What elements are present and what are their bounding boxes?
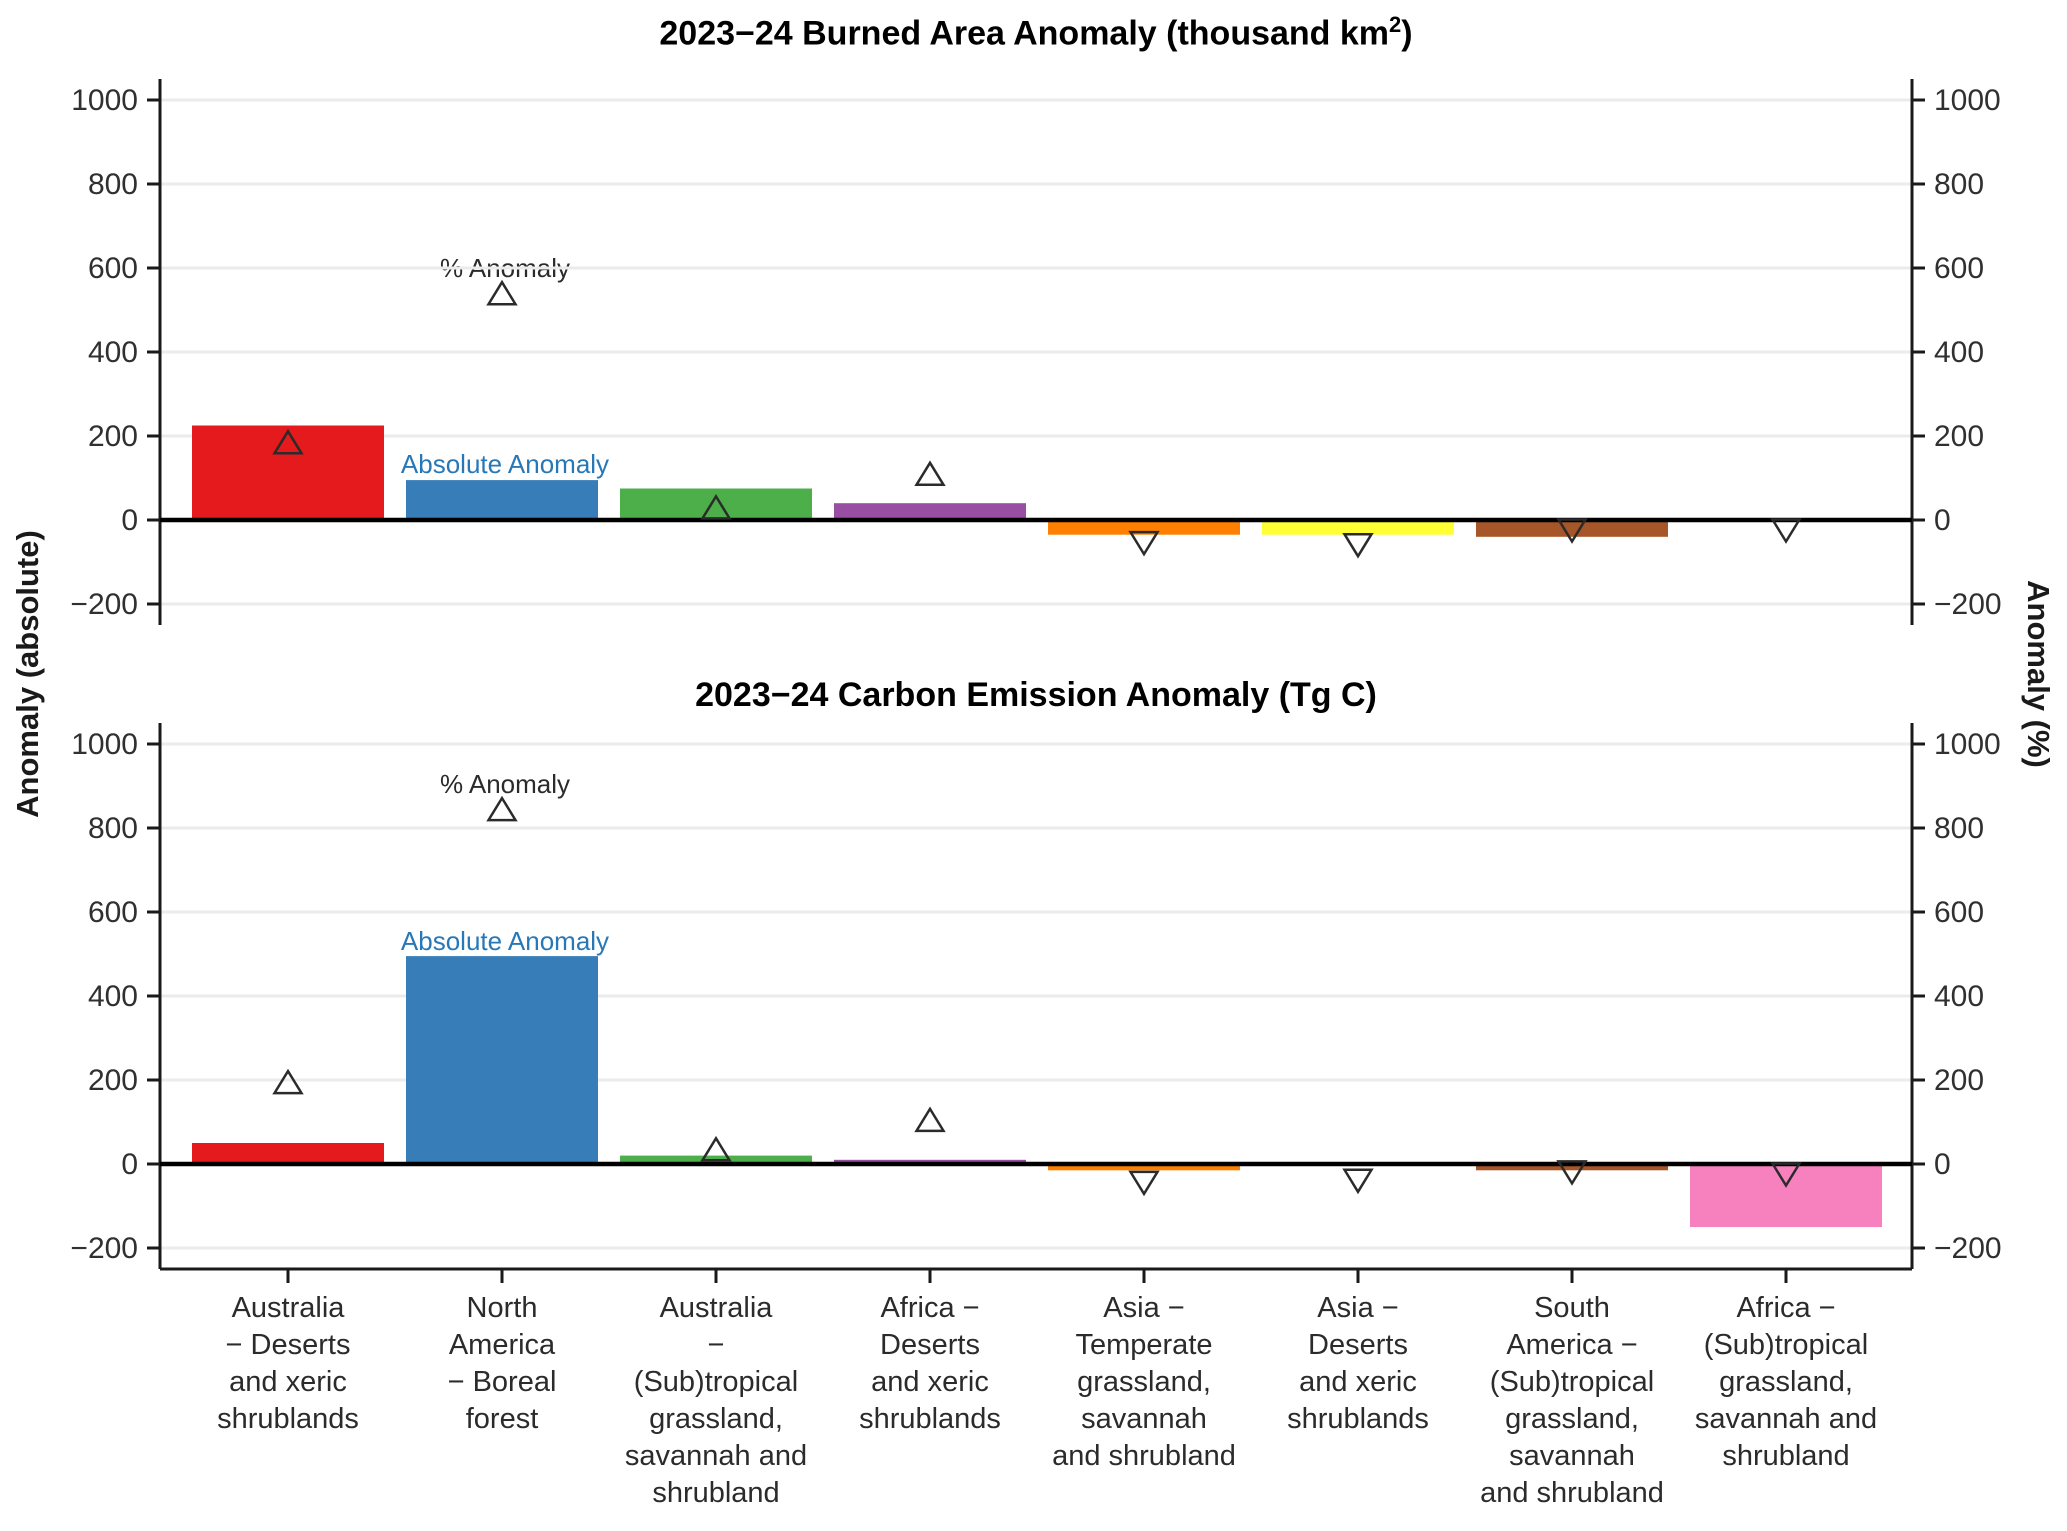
absolute-anomaly-bar xyxy=(834,503,1026,520)
down-triangle-marker xyxy=(1770,518,1802,544)
title-text-close: ) xyxy=(1401,14,1413,53)
right-tick-label: 800 xyxy=(1934,168,1984,201)
down-triangle-marker xyxy=(1770,1162,1802,1188)
up-triangle-marker xyxy=(700,494,732,520)
category-label: Asia − Deserts and xeric shrublands xyxy=(1287,1292,1429,1435)
category-label: Australia − (Sub)tropical grassland, savanna… xyxy=(624,1292,808,1509)
left-tick-label: 800 xyxy=(88,812,138,845)
absolute-anomaly-bar xyxy=(406,480,598,520)
absolute-anomaly-bar xyxy=(192,1143,384,1164)
burned-area-chart-title: 2023−24 Burned Area Anomaly (thousand km… xyxy=(160,12,1912,53)
up-triangle-marker xyxy=(272,1068,304,1095)
right-tick-label: 600 xyxy=(1934,896,1984,929)
absolute-anomaly-bar xyxy=(1476,520,1668,537)
absolute-anomaly-annotation-bottom: Absolute Anomaly xyxy=(400,926,610,956)
left-tick-label: 0 xyxy=(121,504,138,537)
up-triangle-marker xyxy=(486,279,518,306)
category-label: South America − (Sub)tropical grassland, sav… xyxy=(1480,1292,1664,1509)
absolute-anomaly-bar xyxy=(192,425,384,520)
absolute-anomaly-bar xyxy=(1048,520,1240,535)
right-tick-label: 200 xyxy=(1934,420,1984,453)
right-tick-label: 400 xyxy=(1934,336,1984,369)
left-tick-label: 800 xyxy=(88,168,138,201)
right-tick-label: 0 xyxy=(1934,1148,1951,1181)
title-text: 2023−24 Burned Area Anomaly (thousand km xyxy=(659,14,1390,53)
left-tick-label: 200 xyxy=(88,420,138,453)
right-tick-label: 200 xyxy=(1934,1064,1984,1097)
category-label: Asia − Temperate grassland, savannah and shr… xyxy=(1052,1292,1236,1472)
left-tick-label: 400 xyxy=(88,336,138,369)
absolute-anomaly-bar xyxy=(1262,520,1454,535)
down-triangle-marker xyxy=(1128,530,1160,557)
down-triangle-marker xyxy=(1556,518,1588,544)
category-label: Africa − (Sub)tropical grassland, savannah … xyxy=(1694,1292,1878,1472)
up-triangle-marker xyxy=(486,795,518,822)
right-tick-label: 1000 xyxy=(1934,84,2001,117)
right-tick-label: −200 xyxy=(1934,588,2002,621)
left-tick-label: 0 xyxy=(121,1148,138,1181)
right-tick-label: −200 xyxy=(1934,1232,2002,1265)
pct-anomaly-annotation-bottom: % Anomaly xyxy=(439,769,571,799)
carbon-emission-chart-title: 2023−24 Carbon Emission Anomaly (Tg C) xyxy=(695,676,1377,714)
left-tick-label: 1000 xyxy=(71,84,138,117)
category-label: Africa − Deserts and xeric shrublands xyxy=(859,1292,1001,1435)
category-label: North America − Boreal forest xyxy=(447,1292,557,1435)
absolute-anomaly-bar xyxy=(1476,1164,1668,1171)
down-triangle-marker xyxy=(1342,1168,1374,1195)
right-tick-label: 400 xyxy=(1934,980,1984,1013)
left-tick-label: −200 xyxy=(70,1232,138,1265)
left-tick-label: 1000 xyxy=(71,728,138,761)
up-triangle-marker xyxy=(272,428,304,455)
down-triangle-marker xyxy=(1556,1160,1588,1186)
right-tick-label: 1000 xyxy=(1934,728,2001,761)
absolute-anomaly-bar xyxy=(620,488,812,520)
right-tick-label: 0 xyxy=(1934,504,1951,537)
right-tick-label: 800 xyxy=(1934,812,1984,845)
up-triangle-marker xyxy=(914,460,946,487)
left-tick-label: 600 xyxy=(88,252,138,285)
left-tick-label: 400 xyxy=(88,980,138,1013)
absolute-anomaly-annotation-top: Absolute Anomaly xyxy=(400,449,610,479)
absolute-anomaly-bar xyxy=(406,956,598,1164)
title-superscript: 2 xyxy=(1389,12,1402,37)
up-triangle-marker xyxy=(700,1135,732,1162)
up-triangle-marker xyxy=(914,1106,946,1133)
absolute-anomaly-bar xyxy=(1048,1164,1240,1171)
right-tick-label: 600 xyxy=(1934,252,1984,285)
absolute-anomaly-bar xyxy=(1690,1164,1882,1227)
left-tick-label: 600 xyxy=(88,896,138,929)
category-label: Australia − Deserts and xeric shrublands xyxy=(217,1292,359,1435)
down-triangle-marker xyxy=(1342,532,1374,559)
down-triangle-marker xyxy=(1128,1170,1160,1197)
left-tick-label: −200 xyxy=(70,588,138,621)
left-tick-label: 200 xyxy=(88,1064,138,1097)
